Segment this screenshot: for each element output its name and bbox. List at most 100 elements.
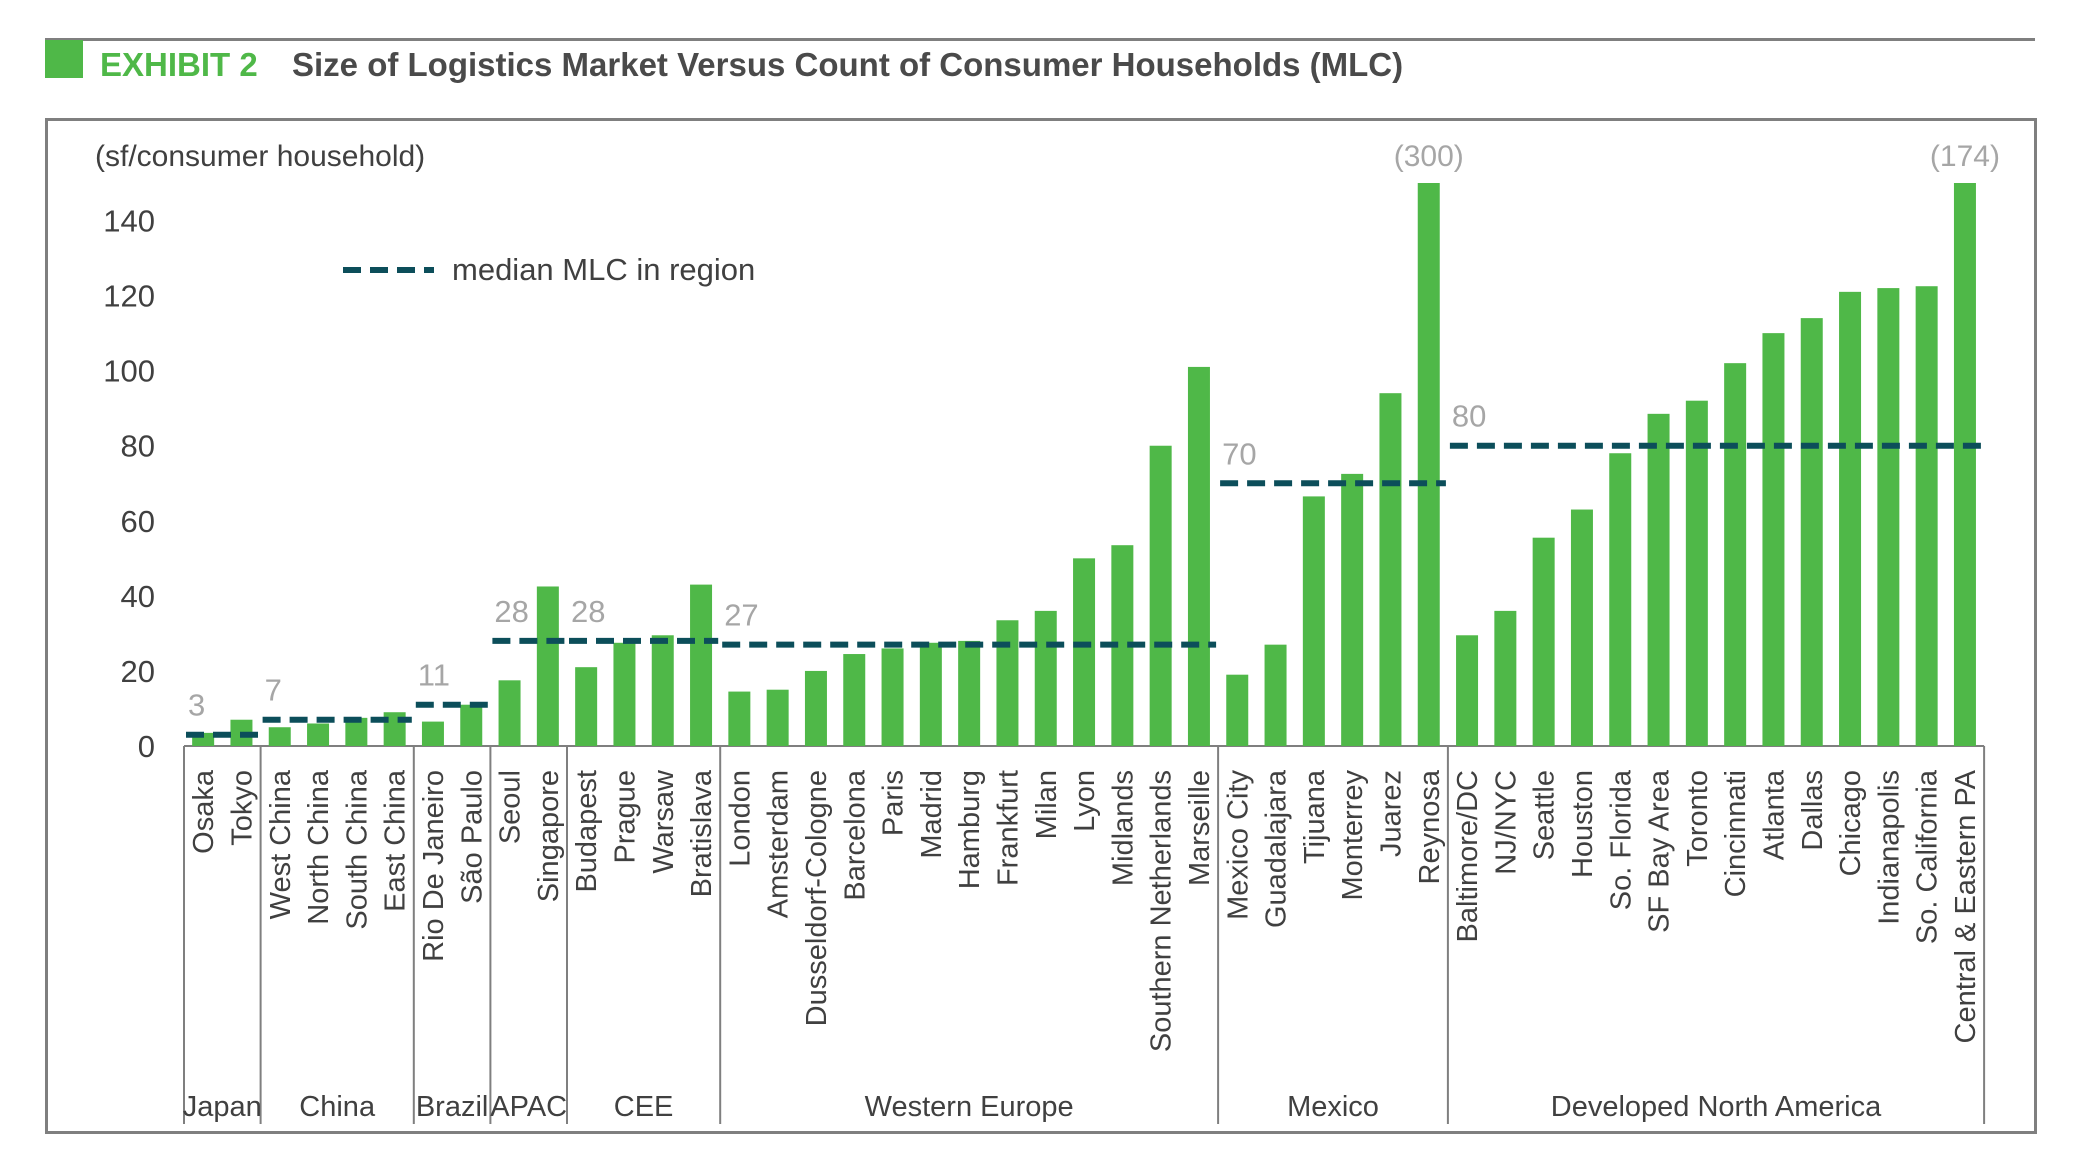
y-tick-label-140: 140 <box>103 204 155 239</box>
bar-tijuana <box>1302 496 1325 746</box>
region-label-brazil: Brazil <box>416 1091 489 1123</box>
category-label-lyon: Lyon <box>1069 770 1101 832</box>
category-label-london: London <box>724 770 756 867</box>
bar-madrid <box>919 642 942 746</box>
bar-warsaw <box>651 635 674 746</box>
bar-mexico-city <box>1226 674 1249 746</box>
bar-so-florida <box>1609 453 1632 746</box>
bar-monterrey <box>1341 473 1364 746</box>
region-label-western-europe: Western Europe <box>865 1091 1074 1123</box>
category-label-osaka: Osaka <box>188 769 220 854</box>
median-value-cee: 28 <box>571 594 605 629</box>
category-label-chicago: Chicago <box>1835 770 1867 876</box>
category-label-frankfurt: Frankfurt <box>992 770 1024 886</box>
category-label-west-china: West China <box>265 769 297 919</box>
category-label-juarez: Juarez <box>1375 770 1407 857</box>
bar-sao-paulo <box>460 704 483 746</box>
bar-west-china <box>268 727 291 746</box>
region-label-apac: APAC <box>490 1091 567 1123</box>
bar-indianapolis <box>1877 288 1900 746</box>
y-tick-label-80: 80 <box>121 429 155 464</box>
category-label-so-florida: So. Florida <box>1605 769 1637 910</box>
y-tick-label-0: 0 <box>138 729 155 764</box>
y-axis-unit-label: (sf/consumer household) <box>95 140 425 173</box>
region-label-japan: Japan <box>183 1091 262 1123</box>
bar-chicago <box>1839 291 1862 746</box>
bar-midlands <box>1111 545 1134 746</box>
bar-atlanta <box>1762 333 1785 746</box>
category-label-north-china: North China <box>303 769 335 925</box>
bar-prague <box>613 642 636 746</box>
category-label-amsterdam: Amsterdam <box>763 770 795 918</box>
bar-houston <box>1570 509 1593 746</box>
bar-frankfurt <box>996 620 1019 746</box>
category-label-toronto: Toronto <box>1682 770 1714 867</box>
bar-paris <box>881 648 904 746</box>
y-tick-label-120: 120 <box>103 279 155 314</box>
bar-central-eastern-pa <box>1953 183 1976 746</box>
category-label-singapore: Singapore <box>533 770 565 902</box>
chart-title: Size of Logistics Market Versus Count of… <box>292 46 1404 83</box>
bar-seattle <box>1532 537 1555 746</box>
category-label-hamburg: Hamburg <box>954 770 986 889</box>
category-label-marseille: Marseille <box>1184 770 1216 886</box>
region-label-china: China <box>299 1091 376 1123</box>
category-label-monterrey: Monterrey <box>1337 770 1369 901</box>
bar-south-china <box>345 717 368 746</box>
bar-nj-nyc <box>1494 610 1517 746</box>
bar-cincinnati <box>1724 363 1747 746</box>
category-label-sao-paulo: São Paulo <box>456 770 488 904</box>
bar-toronto <box>1685 400 1708 746</box>
category-label-warsaw: Warsaw <box>648 769 680 874</box>
category-label-atlanta: Atlanta <box>1758 769 1790 860</box>
category-label-prague: Prague <box>609 770 641 864</box>
bar-seoul <box>498 680 521 746</box>
median-value-developed-north-america: 80 <box>1452 399 1486 434</box>
category-label-barcelona: Barcelona <box>839 769 871 900</box>
category-label-madrid: Madrid <box>916 770 948 859</box>
category-label-budapest: Budapest <box>571 770 603 893</box>
median-value-japan: 3 <box>188 688 205 723</box>
category-label-indianapolis: Indianapolis <box>1873 770 1905 925</box>
bar-dallas <box>1800 318 1823 746</box>
median-value-apac: 28 <box>494 594 528 629</box>
median-value-china: 7 <box>265 673 282 708</box>
category-label-cincinnati: Cincinnati <box>1720 770 1752 897</box>
category-label-reynosa: Reynosa <box>1414 769 1446 884</box>
category-label-seoul: Seoul <box>495 770 527 844</box>
bar-so-california <box>1915 286 1938 746</box>
bar-baltimore-dc <box>1456 635 1479 746</box>
category-label-mexico-city: Mexico City <box>1222 770 1254 920</box>
bar-marseille <box>1187 366 1210 746</box>
region-label-cee: CEE <box>614 1091 674 1123</box>
bar-sf-bay-area <box>1647 413 1670 746</box>
bar-budapest <box>575 667 598 746</box>
bar-barcelona <box>843 654 866 746</box>
bar-milan <box>1034 610 1057 746</box>
category-label-southern-netherlands: Southern Netherlands <box>1146 770 1178 1052</box>
chart-frame <box>45 118 2037 1134</box>
category-label-nj-nyc: NJ/NYC <box>1490 770 1522 875</box>
bar-singapore <box>536 586 559 746</box>
category-label-east-china: East China <box>380 769 412 912</box>
category-label-tokyo: Tokyo <box>226 770 258 846</box>
bar-amsterdam <box>766 689 789 746</box>
y-tick-label-40: 40 <box>121 579 155 614</box>
header-rule <box>45 38 2035 41</box>
bar-rio-de-janeiro <box>421 721 444 746</box>
category-label-guadalajara: Guadalajara <box>1261 769 1293 928</box>
bar-london <box>728 691 751 746</box>
category-label-south-china: South China <box>341 769 373 929</box>
exhibit-label: EXHIBIT 2 <box>100 46 258 83</box>
median-value-brazil: 11 <box>418 658 450 693</box>
category-label-dusseldorf-cologne: Dusseldorf-Cologne <box>801 770 833 1026</box>
category-label-tijuana: Tijuana <box>1299 769 1331 864</box>
y-tick-label-100: 100 <box>103 354 155 389</box>
bar-reynosa <box>1417 183 1440 746</box>
category-label-milan: Milan <box>1031 770 1063 839</box>
bar-lyon <box>1073 558 1096 746</box>
category-label-seattle: Seattle <box>1529 770 1561 860</box>
category-label-rio-de-janeiro: Rio De Janeiro <box>418 770 450 962</box>
category-label-sf-bay-area: SF Bay Area <box>1644 769 1676 933</box>
category-label-bratislava: Bratislava <box>686 769 718 897</box>
